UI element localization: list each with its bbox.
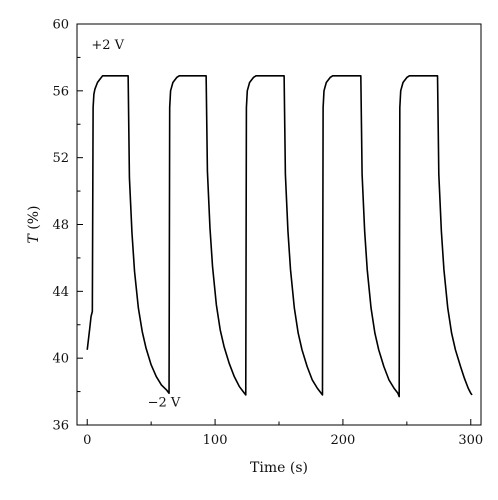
x-tick-label: 300	[458, 433, 483, 448]
y-tick-label: 60	[52, 18, 69, 33]
x-tick-label: 200	[331, 433, 356, 448]
plot-area: 36 40 44 48 52 56 60 0 100 200 300 +2 V −2 V	[52, 18, 483, 449]
y-tick-label: 40	[52, 352, 69, 367]
voltage-annotation: −2 V	[148, 396, 181, 411]
x-tick-label: 0	[83, 433, 91, 448]
x-tick-label: 100	[203, 433, 228, 448]
y-axis-label-variable: T	[26, 233, 42, 244]
y-axis-label: T (%)	[26, 205, 42, 243]
x-axis-label: Time (s)	[250, 460, 308, 476]
y-tick-label: 44	[52, 285, 69, 300]
voltage-annotation: +2 V	[91, 38, 124, 53]
y-tick-label: 48	[52, 218, 69, 233]
y-tick-label: 52	[52, 151, 69, 166]
transmittance-line	[86, 75, 473, 398]
y-tick-label: 36	[52, 419, 69, 434]
plot-frame	[76, 23, 482, 426]
y-tick-label: 56	[52, 84, 69, 99]
y-axis-label-unit: (%)	[26, 205, 42, 234]
